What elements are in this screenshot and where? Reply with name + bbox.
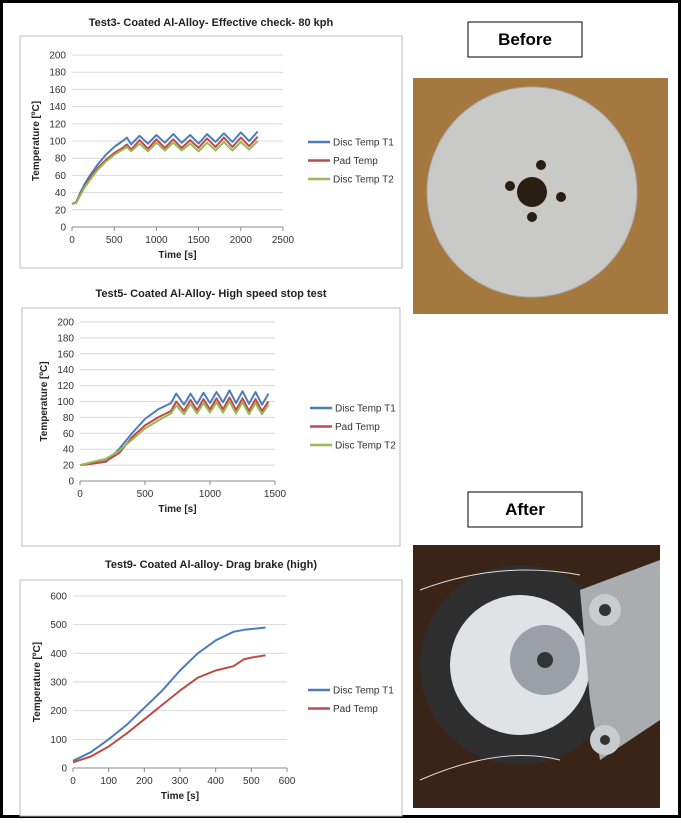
label-box [467, 21, 583, 58]
x-tick-label: 2000 [230, 235, 253, 246]
x-tick-label: 100 [100, 776, 117, 787]
y-tick-label: 20 [63, 461, 75, 472]
x-tick-label: 400 [207, 776, 224, 787]
y-tick-label: 0 [61, 764, 67, 775]
y-tick-label: 40 [55, 188, 67, 199]
x-tick-label: 0 [70, 776, 76, 787]
x-tick-label: 500 [137, 489, 154, 500]
legend-label: Disc Temp T2 [333, 175, 394, 186]
before-photo [413, 78, 668, 314]
x-tick-label: 1000 [145, 235, 168, 246]
legend-label: Disc Temp T2 [335, 441, 396, 452]
chart-box [19, 35, 403, 269]
y-tick-label: 180 [49, 68, 66, 79]
y-tick-label: 100 [57, 397, 74, 408]
chart-box [19, 579, 403, 817]
chart-title: Test5- Coated Al-Alloy- High speed stop … [95, 288, 326, 300]
x-tick-label: 600 [279, 776, 296, 787]
legend-label: Disc Temp T1 [335, 404, 396, 415]
y-tick-label: 140 [49, 102, 66, 113]
y-axis-label: Temperature [ºC] [31, 101, 42, 181]
x-axis-label: Time [s] [158, 504, 196, 515]
x-tick-label: 0 [77, 489, 83, 500]
after-photo [413, 545, 660, 808]
y-tick-label: 500 [50, 620, 67, 631]
series-line [79, 400, 270, 467]
y-tick-label: 100 [49, 137, 66, 148]
chart-title: Test9- Coated Al-alloy- Drag brake (high… [105, 559, 317, 571]
y-tick-label: 60 [63, 429, 75, 440]
x-tick-label: 1500 [264, 489, 287, 500]
series-line [72, 626, 266, 762]
before-label: Before [498, 30, 552, 49]
y-tick-label: 40 [63, 445, 75, 456]
x-tick-label: 2500 [272, 235, 295, 246]
x-tick-label: 500 [106, 235, 123, 246]
y-tick-label: 120 [57, 381, 74, 392]
y-tick-label: 200 [57, 318, 74, 329]
y-tick-label: 600 [50, 592, 67, 603]
y-axis-label: Temperature [ºC] [39, 361, 50, 441]
y-tick-label: 160 [57, 349, 74, 360]
y-tick-label: 0 [68, 477, 74, 488]
y-tick-label: 200 [49, 51, 66, 62]
x-axis-label: Time [s] [158, 250, 196, 261]
x-axis-label: Time [s] [161, 791, 199, 802]
legend-label: Disc Temp T1 [333, 686, 394, 697]
y-tick-label: 80 [55, 154, 67, 165]
x-tick-label: 300 [172, 776, 189, 787]
series-line [71, 140, 259, 205]
series-line [79, 389, 270, 467]
series-line [71, 136, 259, 205]
y-tick-label: 200 [50, 706, 67, 717]
y-tick-label: 120 [49, 119, 66, 130]
y-tick-label: 0 [60, 223, 66, 234]
y-tick-label: 140 [57, 365, 74, 376]
x-tick-label: 0 [69, 235, 75, 246]
x-tick-label: 1500 [187, 235, 210, 246]
y-tick-label: 80 [63, 413, 75, 424]
x-tick-label: 1000 [199, 489, 222, 500]
after-label: After [505, 500, 545, 519]
chart-title: Test3- Coated Al-Alloy- Effective check-… [89, 17, 334, 29]
series-line [71, 130, 259, 205]
legend-label: Pad Temp [335, 422, 380, 433]
y-tick-label: 300 [50, 678, 67, 689]
x-tick-label: 200 [136, 776, 153, 787]
y-tick-label: 60 [55, 171, 67, 182]
legend-label: Pad Temp [333, 704, 378, 715]
y-tick-label: 180 [57, 333, 74, 344]
y-tick-label: 20 [55, 205, 67, 216]
x-tick-label: 500 [243, 776, 260, 787]
legend-label: Pad Temp [333, 156, 378, 167]
y-tick-label: 100 [50, 735, 67, 746]
y-axis-label: Temperature [ºC] [32, 642, 43, 722]
y-tick-label: 400 [50, 649, 67, 660]
legend-label: Disc Temp T1 [333, 138, 394, 149]
series-line [72, 654, 266, 764]
y-tick-label: 160 [49, 85, 66, 96]
chart-box [21, 307, 401, 547]
label-box [467, 491, 583, 528]
